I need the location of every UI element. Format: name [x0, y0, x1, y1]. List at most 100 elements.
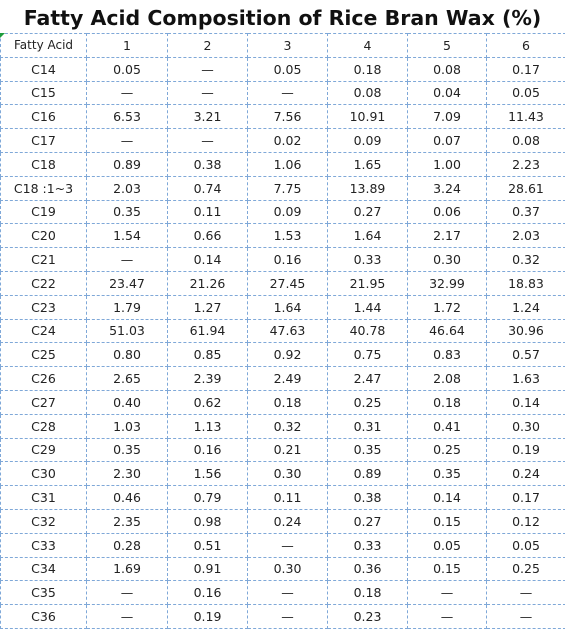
fatty-acid-label-cell[interactable]: C25: [0, 342, 87, 368]
value-cell[interactable]: 10.91: [327, 104, 408, 130]
header-cell-sample-1[interactable]: 1: [86, 33, 168, 58]
value-cell[interactable]: 61.94: [167, 319, 248, 344]
value-cell[interactable]: 0.25: [486, 557, 565, 582]
value-cell[interactable]: 0.35: [407, 461, 487, 487]
value-cell[interactable]: 0.19: [486, 438, 565, 463]
value-cell[interactable]: —: [167, 128, 248, 153]
value-cell[interactable]: 0.16: [167, 580, 248, 606]
value-cell[interactable]: —: [167, 57, 248, 82]
value-cell[interactable]: 0.37: [486, 200, 565, 225]
value-cell[interactable]: 0.12: [486, 509, 565, 534]
value-cell[interactable]: 1.24: [486, 295, 565, 320]
value-cell[interactable]: —: [407, 604, 487, 629]
fatty-acid-label-cell[interactable]: C19: [0, 200, 87, 225]
header-cell-sample-5[interactable]: 5: [407, 33, 487, 58]
fatty-acid-label-cell[interactable]: C18: [0, 152, 87, 177]
value-cell[interactable]: 0.08: [327, 81, 408, 106]
value-cell[interactable]: 0.89: [327, 461, 408, 487]
value-cell[interactable]: 1.64: [247, 295, 328, 320]
value-cell[interactable]: 2.35: [86, 509, 168, 534]
value-cell[interactable]: 2.23: [486, 152, 565, 177]
value-cell[interactable]: 0.30: [407, 247, 487, 272]
header-cell-fatty-acid[interactable]: Fatty Acid: [0, 33, 87, 58]
value-cell[interactable]: 2.30: [86, 461, 168, 487]
value-cell[interactable]: 1.65: [327, 152, 408, 177]
value-cell[interactable]: 2.03: [486, 223, 565, 249]
value-cell[interactable]: 32.99: [407, 271, 487, 296]
value-cell[interactable]: 0.18: [247, 390, 328, 415]
value-cell[interactable]: 0.27: [327, 509, 408, 534]
header-cell-sample-3[interactable]: 3: [247, 33, 328, 58]
value-cell[interactable]: 0.25: [327, 390, 408, 415]
value-cell[interactable]: 1.06: [247, 152, 328, 177]
value-cell[interactable]: 0.11: [247, 485, 328, 510]
value-cell[interactable]: 0.91: [167, 557, 248, 582]
header-cell-sample-6[interactable]: 6: [486, 33, 565, 58]
fatty-acid-label-cell[interactable]: C29: [0, 438, 87, 463]
fatty-acid-label-cell[interactable]: C27: [0, 390, 87, 415]
value-cell[interactable]: 0.18: [327, 57, 408, 82]
value-cell[interactable]: 0.05: [486, 533, 565, 558]
value-cell[interactable]: 7.75: [247, 176, 328, 201]
value-cell[interactable]: 0.14: [167, 247, 248, 272]
value-cell[interactable]: 1.64: [327, 223, 408, 249]
value-cell[interactable]: 23.47: [86, 271, 168, 296]
value-cell[interactable]: —: [247, 81, 328, 106]
value-cell[interactable]: —: [486, 604, 565, 629]
value-cell[interactable]: 0.05: [247, 57, 328, 82]
value-cell[interactable]: 0.98: [167, 509, 248, 534]
value-cell[interactable]: 7.56: [247, 104, 328, 130]
value-cell[interactable]: 0.17: [486, 485, 565, 510]
value-cell[interactable]: 0.35: [86, 200, 168, 225]
value-cell[interactable]: 51.03: [86, 319, 168, 344]
value-cell[interactable]: 0.11: [167, 200, 248, 225]
value-cell[interactable]: —: [167, 81, 248, 106]
value-cell[interactable]: 0.89: [86, 152, 168, 177]
value-cell[interactable]: 0.04: [407, 81, 487, 106]
value-cell[interactable]: 0.80: [86, 342, 168, 368]
value-cell[interactable]: 0.06: [407, 200, 487, 225]
value-cell[interactable]: 0.33: [327, 533, 408, 558]
value-cell[interactable]: 1.72: [407, 295, 487, 320]
value-cell[interactable]: 0.38: [327, 485, 408, 510]
value-cell[interactable]: 18.83: [486, 271, 565, 296]
value-cell[interactable]: 2.49: [247, 366, 328, 391]
value-cell[interactable]: 0.02: [247, 128, 328, 153]
fatty-acid-label-cell[interactable]: C35: [0, 580, 87, 606]
value-cell[interactable]: 40.78: [327, 319, 408, 344]
header-cell-sample-2[interactable]: 2: [167, 33, 248, 58]
value-cell[interactable]: 0.41: [407, 414, 487, 439]
value-cell[interactable]: 1.79: [86, 295, 168, 320]
value-cell[interactable]: 2.03: [86, 176, 168, 201]
header-cell-sample-4[interactable]: 4: [327, 33, 408, 58]
value-cell[interactable]: 21.95: [327, 271, 408, 296]
value-cell[interactable]: 13.89: [327, 176, 408, 201]
value-cell[interactable]: —: [247, 533, 328, 558]
value-cell[interactable]: 0.07: [407, 128, 487, 153]
value-cell[interactable]: 2.47: [327, 366, 408, 391]
value-cell[interactable]: 1.69: [86, 557, 168, 582]
fatty-acid-label-cell[interactable]: C18 :1~3: [0, 176, 87, 201]
value-cell[interactable]: 0.79: [167, 485, 248, 510]
value-cell[interactable]: 1.03: [86, 414, 168, 439]
value-cell[interactable]: 0.30: [486, 414, 565, 439]
value-cell[interactable]: 0.19: [167, 604, 248, 629]
value-cell[interactable]: 0.35: [86, 438, 168, 463]
value-cell[interactable]: 21.26: [167, 271, 248, 296]
value-cell[interactable]: —: [247, 604, 328, 629]
fatty-acid-label-cell[interactable]: C28: [0, 414, 87, 439]
value-cell[interactable]: 0.40: [86, 390, 168, 415]
fatty-acid-label-cell[interactable]: C17: [0, 128, 87, 153]
value-cell[interactable]: —: [86, 247, 168, 272]
value-cell[interactable]: 0.17: [486, 57, 565, 82]
value-cell[interactable]: 1.27: [167, 295, 248, 320]
value-cell[interactable]: 28.61: [486, 176, 565, 201]
fatty-acid-label-cell[interactable]: C36: [0, 604, 87, 629]
value-cell[interactable]: 0.08: [407, 57, 487, 82]
value-cell[interactable]: 0.16: [167, 438, 248, 463]
value-cell[interactable]: —: [247, 580, 328, 606]
value-cell[interactable]: 7.09: [407, 104, 487, 130]
value-cell[interactable]: 0.74: [167, 176, 248, 201]
value-cell[interactable]: 0.25: [407, 438, 487, 463]
value-cell[interactable]: 2.39: [167, 366, 248, 391]
